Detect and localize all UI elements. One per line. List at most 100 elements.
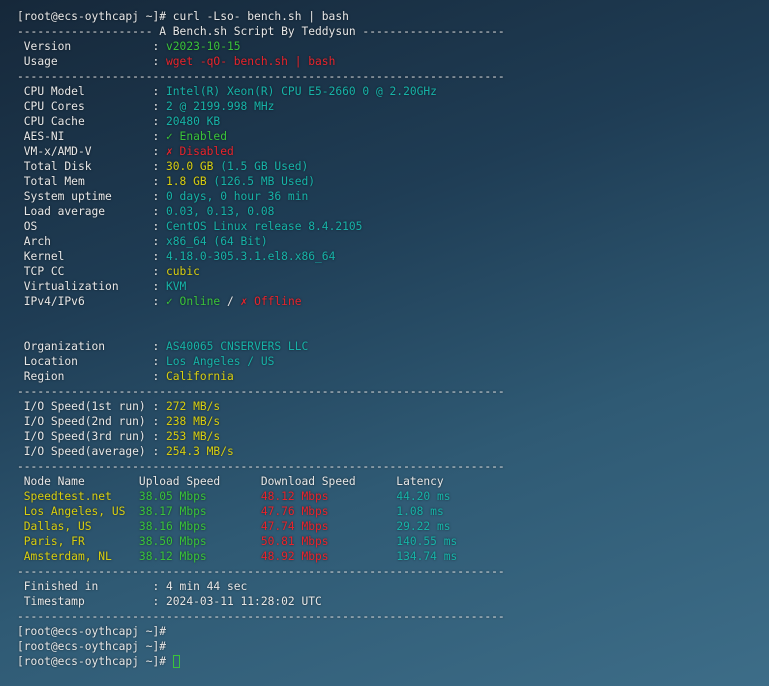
terminal-line: Timestamp : 2024-03-11 11:28:02 UTC	[17, 594, 505, 609]
terminal-text: /	[220, 295, 241, 308]
terminal-text: 38.12 Mbps	[138, 550, 261, 563]
terminal-text: 50.81 Mbps	[260, 535, 397, 548]
terminal-text: 44.20 ms	[396, 490, 451, 503]
terminal-text	[17, 325, 24, 338]
terminal-text: CPU Cores :	[17, 100, 167, 113]
terminal-text: 140.55 ms	[396, 535, 458, 548]
terminal-text: ✗ Offline	[240, 295, 302, 308]
terminal-line: Los Angeles, US 38.17 Mbps 47.76 Mbps 1.…	[17, 504, 505, 519]
terminal-line: System uptime : 0 days, 0 hour 36 min	[17, 189, 505, 204]
terminal-line: I/O Speed(1st run) : 272 MB/s	[17, 399, 505, 414]
terminal-text: ----------------------------------------…	[17, 385, 505, 398]
terminal-text: Node Name Upload Speed Download Speed La…	[17, 475, 478, 488]
terminal-text: 2 @ 2199.998 MHz	[166, 100, 275, 113]
terminal-text: Dallas, US	[17, 520, 139, 533]
terminal-text: CPU Model :	[17, 85, 167, 98]
terminal-text: Total Mem :	[17, 175, 167, 188]
terminal-line: IPv4/IPv6 : ✓ Online / ✗ Offline	[17, 294, 505, 309]
terminal-text: I/O Speed(1st run) :	[17, 400, 167, 413]
terminal-text: California	[166, 370, 234, 383]
terminal-text: Location :	[17, 355, 167, 368]
terminal-text: 1.8 GB	[166, 175, 207, 188]
terminal-line: I/O Speed(3rd run) : 253 MB/s	[17, 429, 505, 444]
terminal-line: -------------------- A Bench.sh Script B…	[17, 24, 505, 39]
terminal-line: Version : v2023-10-15	[17, 39, 505, 54]
terminal-line: ----------------------------------------…	[17, 609, 505, 624]
terminal-text: AES-NI :	[17, 130, 167, 143]
terminal-text: Paris, FR	[17, 535, 139, 548]
terminal-line: Dallas, US 38.16 Mbps 47.74 Mbps 29.22 m…	[17, 519, 505, 534]
terminal-text: TCP CC :	[17, 265, 167, 278]
terminal-text: [root@ecs-oythcapj ~]#	[17, 640, 167, 653]
terminal-text: Usage :	[17, 55, 167, 68]
terminal-line: Total Disk : 30.0 GB (1.5 GB Used)	[17, 159, 505, 174]
terminal-line: Location : Los Angeles / US	[17, 354, 505, 369]
terminal-text: (126.5 MB Used)	[206, 175, 316, 188]
terminal-text: 1.08 ms	[396, 505, 444, 518]
terminal-text: 38.16 Mbps	[138, 520, 261, 533]
terminal-line: ----------------------------------------…	[17, 384, 505, 399]
terminal-text: VM-x/AMD-V :	[17, 145, 167, 158]
terminal-text: 134.74 ms	[396, 550, 458, 563]
terminal-text: ----------------------------------------…	[17, 460, 505, 473]
terminal-text: (1.5 GB Used)	[213, 160, 309, 173]
terminal-text: Amsterdam, NL	[17, 550, 139, 563]
terminal-line: Speedtest.net 38.05 Mbps 48.12 Mbps 44.2…	[17, 489, 505, 504]
terminal-line: Virtualization : KVM	[17, 279, 505, 294]
terminal-line: [root@ecs-oythcapj ~]#	[17, 639, 505, 654]
terminal-text: CentOS Linux release 8.4.2105	[166, 220, 363, 233]
terminal-line	[17, 324, 505, 339]
terminal-text: 272 MB/s	[166, 400, 221, 413]
terminal-text: ----------------------------------------…	[17, 70, 505, 83]
terminal-line: Kernel : 4.18.0-305.3.1.el8.x86_64	[17, 249, 505, 264]
terminal-text: Load average :	[17, 205, 167, 218]
terminal-line	[17, 309, 505, 324]
terminal-text: [root@ecs-oythcapj ~]#	[17, 625, 167, 638]
terminal-text: Los Angeles, US	[17, 505, 139, 518]
terminal-text: Intel(R) Xeon(R) CPU E5-2660 0 @ 2.20GHz	[166, 85, 437, 98]
terminal-line: [root@ecs-oythcapj ~]#	[17, 624, 505, 639]
terminal-line: AES-NI : ✓ Enabled	[17, 129, 505, 144]
terminal-output[interactable]: [root@ecs-oythcapj ~]# curl -Lso- bench.…	[17, 9, 505, 669]
terminal-cursor[interactable]	[172, 655, 180, 668]
terminal-text: I/O Speed(2nd run) :	[17, 415, 167, 428]
terminal-text: ----------------------------------------…	[17, 565, 505, 578]
terminal-line: Node Name Upload Speed Download Speed La…	[17, 474, 505, 489]
terminal-text: 0 days, 0 hour 36 min	[166, 190, 309, 203]
terminal-text: Timestamp : 2024-03-11 11:28:02 UTC	[17, 595, 322, 608]
terminal-text: -------------------- A Bench.sh Script B…	[17, 25, 505, 38]
terminal-text: 254.3 MB/s	[166, 445, 234, 458]
terminal-text: 238 MB/s	[166, 415, 221, 428]
terminal-line: CPU Cores : 2 @ 2199.998 MHz	[17, 99, 505, 114]
terminal-text: [root@ecs-oythcapj ~]# curl -Lso- bench.…	[17, 10, 349, 23]
terminal-text: 253 MB/s	[166, 430, 221, 443]
terminal-line: Organization : AS40065 CNSERVERS LLC	[17, 339, 505, 354]
terminal-text: 38.50 Mbps	[138, 535, 261, 548]
terminal-text: 20480 KB	[166, 115, 221, 128]
terminal-text: Virtualization :	[17, 280, 167, 293]
terminal-text: [root@ecs-oythcapj ~]#	[17, 655, 173, 668]
terminal-line: Arch : x86_64 (64 Bit)	[17, 234, 505, 249]
terminal-text: ✗ Disabled	[166, 145, 234, 158]
terminal-text: OS :	[17, 220, 167, 233]
terminal-line: TCP CC : cubic	[17, 264, 505, 279]
terminal-text: wget -qO- bench.sh | bash	[166, 55, 336, 68]
terminal-line: ----------------------------------------…	[17, 69, 505, 84]
terminal-text: CPU Cache :	[17, 115, 167, 128]
terminal-text: Region :	[17, 370, 167, 383]
terminal-text: 0.03, 0.13, 0.08	[166, 205, 275, 218]
terminal-text	[17, 310, 24, 323]
terminal-line: Paris, FR 38.50 Mbps 50.81 Mbps 140.55 m…	[17, 534, 505, 549]
terminal-line: Finished in : 4 min 44 sec	[17, 579, 505, 594]
terminal-text: Version :	[17, 40, 167, 53]
terminal-line: CPU Cache : 20480 KB	[17, 114, 505, 129]
terminal-line: Load average : 0.03, 0.13, 0.08	[17, 204, 505, 219]
terminal-line: Region : California	[17, 369, 505, 384]
terminal-text: Organization :	[17, 340, 167, 353]
terminal-line: ----------------------------------------…	[17, 564, 505, 579]
terminal-text: Arch :	[17, 235, 167, 248]
terminal-text: 47.76 Mbps	[260, 505, 397, 518]
terminal-text: 47.74 Mbps	[260, 520, 397, 533]
terminal-line: OS : CentOS Linux release 8.4.2105	[17, 219, 505, 234]
terminal-text: AS40065 CNSERVERS LLC	[166, 340, 309, 353]
